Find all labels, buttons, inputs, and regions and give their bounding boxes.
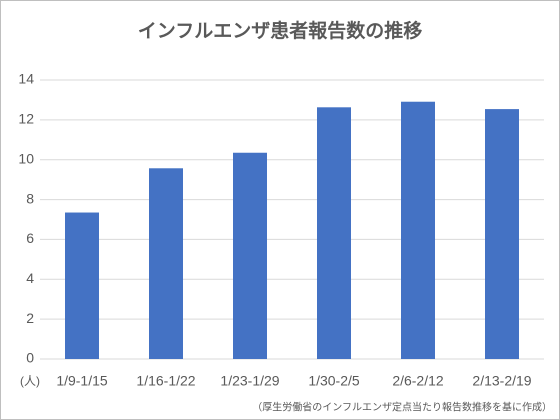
x-tick-label: 2/13-2/19 (472, 373, 531, 389)
y-tick-label: 12 (18, 111, 34, 127)
x-tick-label: 1/9-1/15 (56, 373, 108, 389)
y-unit: (人) (20, 374, 40, 388)
y-tick-label: 4 (26, 270, 34, 286)
bar (65, 212, 99, 359)
x-tick-label: 2/6-2/12 (392, 373, 444, 389)
y-tick-label: 2 (26, 310, 34, 326)
x-tick-label: 1/16-1/22 (136, 373, 195, 389)
bar (401, 101, 435, 360)
chart-title: インフルエンザ患者報告数の推移 (138, 19, 422, 42)
bar (485, 109, 519, 360)
y-tick-label: 0 (26, 350, 34, 366)
bar (233, 152, 267, 359)
y-tick-label: 8 (26, 190, 34, 206)
y-tick-label: 10 (18, 150, 34, 166)
bar (317, 107, 351, 359)
source-note: （厚生労働省のインフルエンザ定点当たり報告数推移を基に作成） (252, 401, 552, 414)
x-tick-label: 1/30-2/5 (308, 373, 360, 389)
y-tick-label: 14 (18, 71, 34, 87)
bar (149, 168, 183, 359)
x-tick-label: 1/23-1/29 (220, 373, 279, 389)
y-tick-label: 6 (26, 230, 34, 246)
